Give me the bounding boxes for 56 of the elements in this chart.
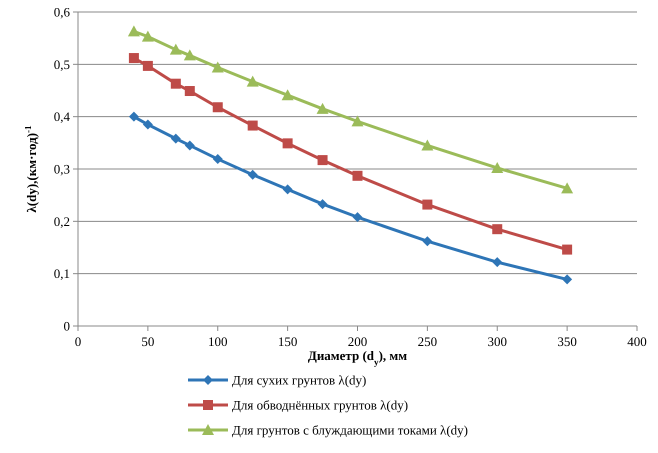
y-tick-label: 0,5: [54, 56, 70, 72]
x-tick-label: 100: [208, 334, 228, 349]
legend-label: Для грунтов с блуждающими токами λ(dy): [232, 422, 468, 438]
point: [491, 162, 504, 173]
point: [184, 49, 196, 60]
point: [421, 139, 434, 150]
point: [422, 236, 432, 246]
point: [184, 86, 195, 96]
point: [142, 30, 154, 42]
point: [318, 155, 328, 166]
point: [562, 244, 572, 255]
x-tick-label: 150: [278, 334, 298, 349]
point: [562, 274, 572, 284]
point: [422, 200, 432, 210]
point: [212, 61, 224, 72]
x-tick-label: 200: [348, 334, 368, 349]
point: [282, 138, 293, 148]
point: [170, 134, 181, 144]
point: [316, 102, 329, 114]
x-tick-label: 350: [557, 334, 577, 349]
point: [282, 89, 294, 100]
y-tick-label: 0,4: [54, 109, 70, 124]
y-tick-label: 0,2: [54, 214, 70, 229]
point: [246, 76, 259, 87]
point: [492, 257, 502, 268]
x-tick-label: 300: [488, 334, 507, 349]
x-tick-label: 400: [627, 334, 647, 349]
x-axis-title: Диаметр (d$_{y}$), мм: [308, 348, 408, 367]
legend-label: Для сухих грунтов λ(dy): [232, 372, 366, 388]
point: [142, 60, 153, 71]
point: [184, 140, 195, 150]
point: [352, 212, 362, 222]
point: [492, 224, 502, 234]
y-tick-label: 0,1: [54, 266, 70, 282]
x-tick-label: 50: [141, 334, 154, 349]
legend-label: Для обводнённых грунтов λ(dy): [232, 398, 408, 413]
point: [561, 182, 574, 194]
point: [142, 120, 153, 130]
point: [128, 53, 139, 64]
point: [212, 102, 223, 112]
point: [248, 120, 258, 131]
y-tick-label: 0: [64, 318, 70, 334]
point: [248, 170, 258, 180]
point: [170, 44, 182, 55]
point: [170, 78, 181, 89]
point: [212, 154, 223, 164]
point: [318, 199, 328, 210]
x-tick-label: 0: [74, 334, 82, 349]
point: [128, 112, 139, 122]
y-tick-label: 0,3: [54, 162, 70, 177]
point: [128, 25, 140, 36]
x-tick-label: 250: [418, 334, 438, 349]
point: [352, 170, 362, 181]
y-tick-label: 0,6: [54, 4, 70, 20]
point: [282, 184, 293, 194]
point: [352, 115, 364, 126]
